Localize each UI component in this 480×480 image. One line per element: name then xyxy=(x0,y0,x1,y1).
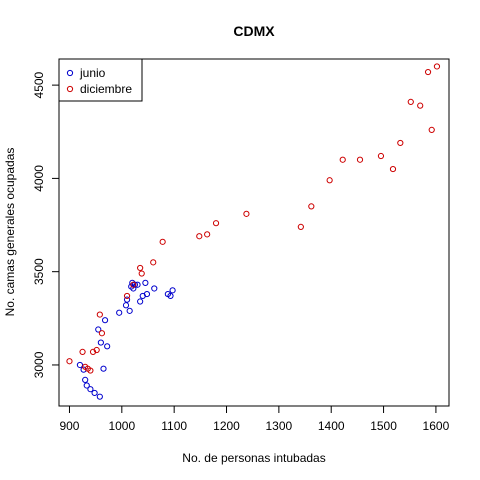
x-tick-label: 1400 xyxy=(318,419,345,433)
data-point-diciembre xyxy=(433,63,441,70)
data-point-diciembre xyxy=(137,264,144,272)
data-point-junio xyxy=(97,339,104,346)
data-point-diciembre xyxy=(96,311,103,318)
data-point-junio xyxy=(101,317,109,324)
data-point-diciembre xyxy=(138,270,145,277)
data-point-junio xyxy=(143,290,151,298)
data-point-junio xyxy=(96,393,103,400)
data-point-diciembre xyxy=(297,223,304,231)
data-point-diciembre xyxy=(428,126,435,133)
data-point-junio xyxy=(91,389,98,397)
data-point-diciembre xyxy=(326,177,333,184)
data-point-diciembre xyxy=(159,238,166,245)
data-point-diciembre xyxy=(407,98,414,106)
legend-marker-diciembre xyxy=(66,85,74,93)
data-point-junio xyxy=(87,386,94,393)
legend-label-junio: junio xyxy=(79,66,106,80)
legend: junio diciembre xyxy=(58,58,143,102)
data-point-junio xyxy=(122,302,130,309)
data-point-junio xyxy=(142,279,149,286)
y-tick-label: 4500 xyxy=(32,71,46,98)
chart-title: CDMX xyxy=(233,23,275,39)
data-point-junio xyxy=(151,285,158,292)
y-tick-label: 3000 xyxy=(32,351,46,378)
x-tick-label: 1100 xyxy=(161,419,187,433)
data-point-junio xyxy=(76,361,84,369)
data-point-diciembre xyxy=(123,292,131,300)
data-point-junio xyxy=(104,343,111,350)
x-tick-label: 1600 xyxy=(423,419,450,433)
data-point-junio xyxy=(130,285,137,292)
data-point-diciembre xyxy=(377,152,385,160)
data-point-junio xyxy=(100,365,107,372)
data-point-diciembre xyxy=(339,156,346,163)
data-point-diciembre xyxy=(356,156,364,163)
data-point-diciembre xyxy=(66,358,73,365)
x-tick-label: 1000 xyxy=(108,419,135,433)
x-axis-label: No. de personas intubadas xyxy=(182,451,325,465)
data-point-diciembre xyxy=(308,203,315,210)
y-axis-label: No. camas generales ocupadas xyxy=(3,148,17,317)
y-tick-label: 3500 xyxy=(32,258,46,285)
data-point-diciembre xyxy=(87,367,94,374)
x-tick-label: 1200 xyxy=(213,419,240,433)
data-point-junio xyxy=(83,382,90,389)
data-point-junio xyxy=(169,287,176,294)
data-point-diciembre xyxy=(424,68,432,76)
data-point-junio xyxy=(82,376,89,383)
legend-label-diciembre: diciembre xyxy=(80,82,132,96)
x-tick-label: 1300 xyxy=(266,419,293,433)
x-tick-label: 1500 xyxy=(370,419,397,433)
data-point-diciembre xyxy=(397,139,404,147)
data-point-diciembre xyxy=(417,102,424,109)
data-point-junio xyxy=(126,307,133,314)
data-point-diciembre xyxy=(150,259,157,266)
legend-marker-junio xyxy=(66,69,74,77)
data-point-diciembre xyxy=(212,220,220,227)
data-point-junio xyxy=(116,309,123,316)
data-point-diciembre xyxy=(89,348,97,355)
data-point-diciembre xyxy=(389,165,397,173)
data-points xyxy=(66,63,441,400)
data-point-diciembre xyxy=(196,233,203,240)
data-point-diciembre xyxy=(79,348,86,355)
data-point-junio xyxy=(134,281,141,288)
data-point-junio xyxy=(167,292,174,300)
data-point-diciembre xyxy=(98,330,106,337)
data-point-junio xyxy=(123,296,131,303)
data-point-diciembre xyxy=(204,231,211,238)
x-axis: 900 1000 1100 1200 1300 1400 1500 1600 xyxy=(59,405,450,433)
data-point-junio xyxy=(137,298,144,305)
data-point-diciembre xyxy=(243,210,250,217)
data-point-junio xyxy=(95,326,102,333)
y-axis: 3000 3500 4000 4500 xyxy=(32,71,60,378)
legend-box xyxy=(58,58,143,102)
data-point-diciembre xyxy=(93,346,100,354)
x-tick-label: 900 xyxy=(59,419,79,433)
y-tick-label: 4000 xyxy=(32,165,46,192)
data-point-diciembre xyxy=(130,281,137,288)
